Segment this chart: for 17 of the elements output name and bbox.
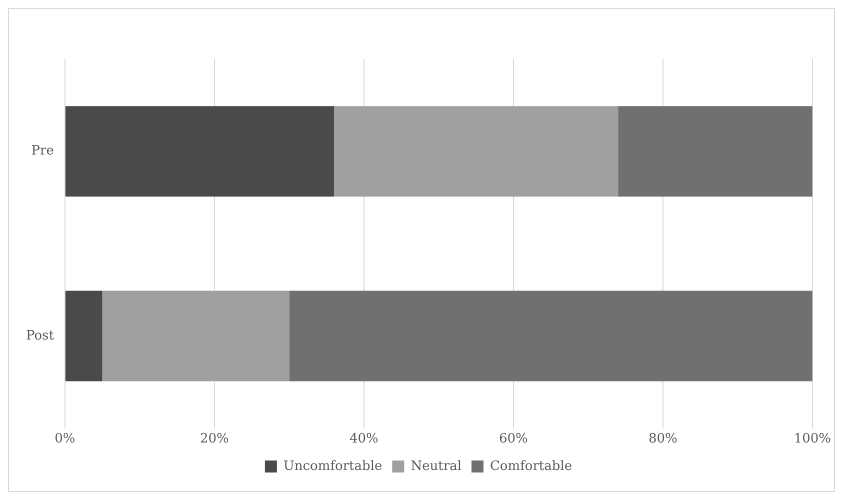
y-tick-label: Post: [26, 328, 55, 344]
x-tick-label: 0%: [54, 432, 76, 447]
bar: [618, 106, 812, 197]
bar: [334, 106, 618, 197]
bar: [102, 290, 290, 382]
x-tick-label: 80%: [648, 432, 678, 447]
legend-label: Comfortable: [490, 458, 572, 474]
bar: [289, 290, 812, 382]
legend-label: Uncomfortable: [283, 458, 382, 474]
bar: [65, 290, 102, 382]
y-tick-label: Pre: [31, 144, 54, 159]
bar: [65, 106, 334, 197]
x-tick-label: 100%: [794, 432, 832, 447]
x-tick-label: 40%: [349, 432, 378, 447]
x-tick-label: 60%: [498, 432, 528, 447]
legend-label: Neutral: [410, 458, 462, 474]
x-tick-label: 20%: [200, 432, 229, 447]
